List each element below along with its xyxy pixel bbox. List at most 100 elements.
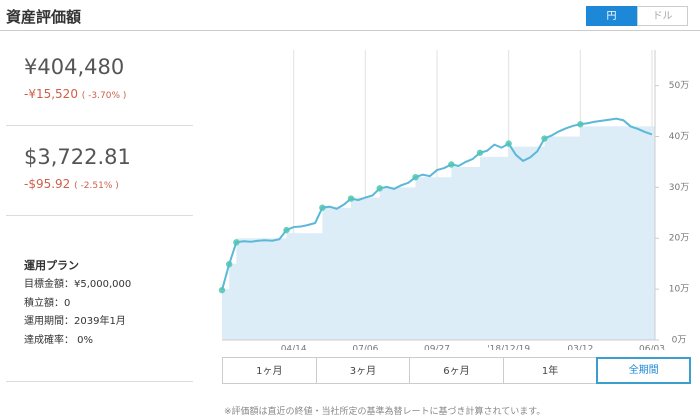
deposit-marker xyxy=(233,239,240,246)
principal-area xyxy=(300,233,309,340)
jpy-change-amount: -¥15,520 xyxy=(24,87,78,101)
principal-area xyxy=(544,136,552,340)
x-tick-label: 04/14 xyxy=(281,345,307,351)
plan-item: 積立額：0 xyxy=(24,297,71,309)
principal-area xyxy=(480,156,488,340)
principal-area xyxy=(472,167,481,340)
principal-area xyxy=(508,146,517,340)
principal-area xyxy=(236,238,244,340)
y-tick-label: 40万 xyxy=(669,132,689,142)
principal-area xyxy=(644,126,653,340)
principal-area xyxy=(279,238,287,340)
principal-area xyxy=(379,187,388,340)
principal-area xyxy=(623,126,631,340)
principal-area xyxy=(343,207,352,340)
usd-change: -$95.92 ( -2.51% ) xyxy=(24,177,119,191)
divider xyxy=(6,381,193,382)
principal-area xyxy=(630,126,638,340)
y-tick-label: 0万 xyxy=(672,336,687,346)
principal-area xyxy=(372,197,380,340)
jpy-value: ¥404,480 xyxy=(24,55,125,79)
range-tab[interactable]: 1ヶ月 xyxy=(222,357,317,384)
deposit-marker xyxy=(412,173,419,181)
principal-area xyxy=(422,177,431,340)
principal-area xyxy=(329,207,337,340)
deposit-marker xyxy=(541,135,548,142)
principal-area xyxy=(494,156,502,340)
plan-list: 目標金額：¥5,000,000 積立額：0 運用期間：2039年1月 達成確率：… xyxy=(24,276,131,350)
x-tick-label: 06/03 xyxy=(639,345,665,351)
principal-area xyxy=(365,197,373,340)
jpy-change-pct: ( -3.70% ) xyxy=(81,91,127,101)
toggle-usd[interactable]: ドル xyxy=(637,6,688,26)
deposit-marker xyxy=(225,260,233,268)
deposit-marker xyxy=(505,140,512,147)
usd-change-pct: ( -2.51% ) xyxy=(74,181,119,191)
principal-area xyxy=(515,146,524,340)
principal-area xyxy=(272,238,280,340)
principal-area xyxy=(222,289,230,340)
deposit-marker xyxy=(476,149,484,156)
y-tick-label: 20万 xyxy=(669,234,689,244)
usd-value: $3,722.81 xyxy=(24,145,131,169)
deposit-marker xyxy=(283,226,290,234)
deposit-marker xyxy=(319,204,326,211)
deposit-marker xyxy=(218,286,226,294)
x-tick-label: '18/12/19 xyxy=(487,345,530,351)
y-tick-label: 50万 xyxy=(669,81,689,91)
range-tab[interactable]: 3ヶ月 xyxy=(315,357,411,384)
principal-area xyxy=(487,156,495,340)
principal-area xyxy=(594,126,603,340)
principal-area xyxy=(601,126,610,340)
plan-title: 運用プラン xyxy=(24,259,79,272)
principal-area xyxy=(551,136,560,340)
principal-area xyxy=(394,187,402,340)
principal-area xyxy=(437,177,445,340)
principal-area xyxy=(616,126,624,340)
principal-area xyxy=(351,197,359,340)
range-tab[interactable]: 全期間 xyxy=(596,357,691,384)
deposit-marker xyxy=(448,161,455,168)
principal-area xyxy=(530,146,538,340)
principal-area xyxy=(637,126,646,340)
principal-area xyxy=(250,238,259,340)
principal-area xyxy=(558,136,567,340)
principal-area xyxy=(315,233,323,340)
principal-area xyxy=(286,233,294,340)
principal-area xyxy=(336,207,345,340)
footnote: ※評価額は直近の終値・当社所定の基準為替レートに基づき計算されています。 xyxy=(224,407,546,417)
principal-area xyxy=(401,187,409,340)
principal-area xyxy=(322,207,330,340)
deposit-marker xyxy=(347,195,355,202)
header-divider xyxy=(0,30,700,31)
usd-change-amount: -$95.92 xyxy=(24,177,71,191)
principal-area xyxy=(580,126,588,340)
principal-area xyxy=(358,197,366,340)
toggle-yen[interactable]: 円 xyxy=(586,6,637,26)
principal-area xyxy=(229,263,237,340)
range-tab[interactable]: 1年 xyxy=(502,357,598,384)
x-tick-label: 07/06 xyxy=(352,345,378,351)
divider xyxy=(6,215,193,216)
principal-area xyxy=(451,167,459,340)
principal-area xyxy=(265,238,273,340)
plan-item: 目標金額：¥5,000,000 xyxy=(24,279,132,290)
plan-item: 達成確率： 0% xyxy=(24,334,94,346)
principal-area xyxy=(386,187,395,340)
principal-area xyxy=(573,136,581,340)
principal-area xyxy=(465,167,474,340)
principal-area xyxy=(537,146,545,340)
x-tick-label: 09/27 xyxy=(424,345,450,351)
principal-area xyxy=(501,156,509,340)
principal-area xyxy=(444,177,452,340)
jpy-change: -¥15,520 ( -3.70% ) xyxy=(24,87,126,101)
deposit-marker xyxy=(376,185,383,192)
principal-area xyxy=(293,233,302,340)
range-tab[interactable]: 6ヶ月 xyxy=(409,357,504,384)
principal-area xyxy=(458,167,466,340)
x-tick-label: 03/12 xyxy=(567,345,593,351)
principal-area xyxy=(609,126,617,340)
chart: 0万 10万 20万 30万 40万 50万 04/14 07/06 09/27 '18/12/1… xyxy=(218,50,689,351)
principal-area xyxy=(523,146,531,340)
